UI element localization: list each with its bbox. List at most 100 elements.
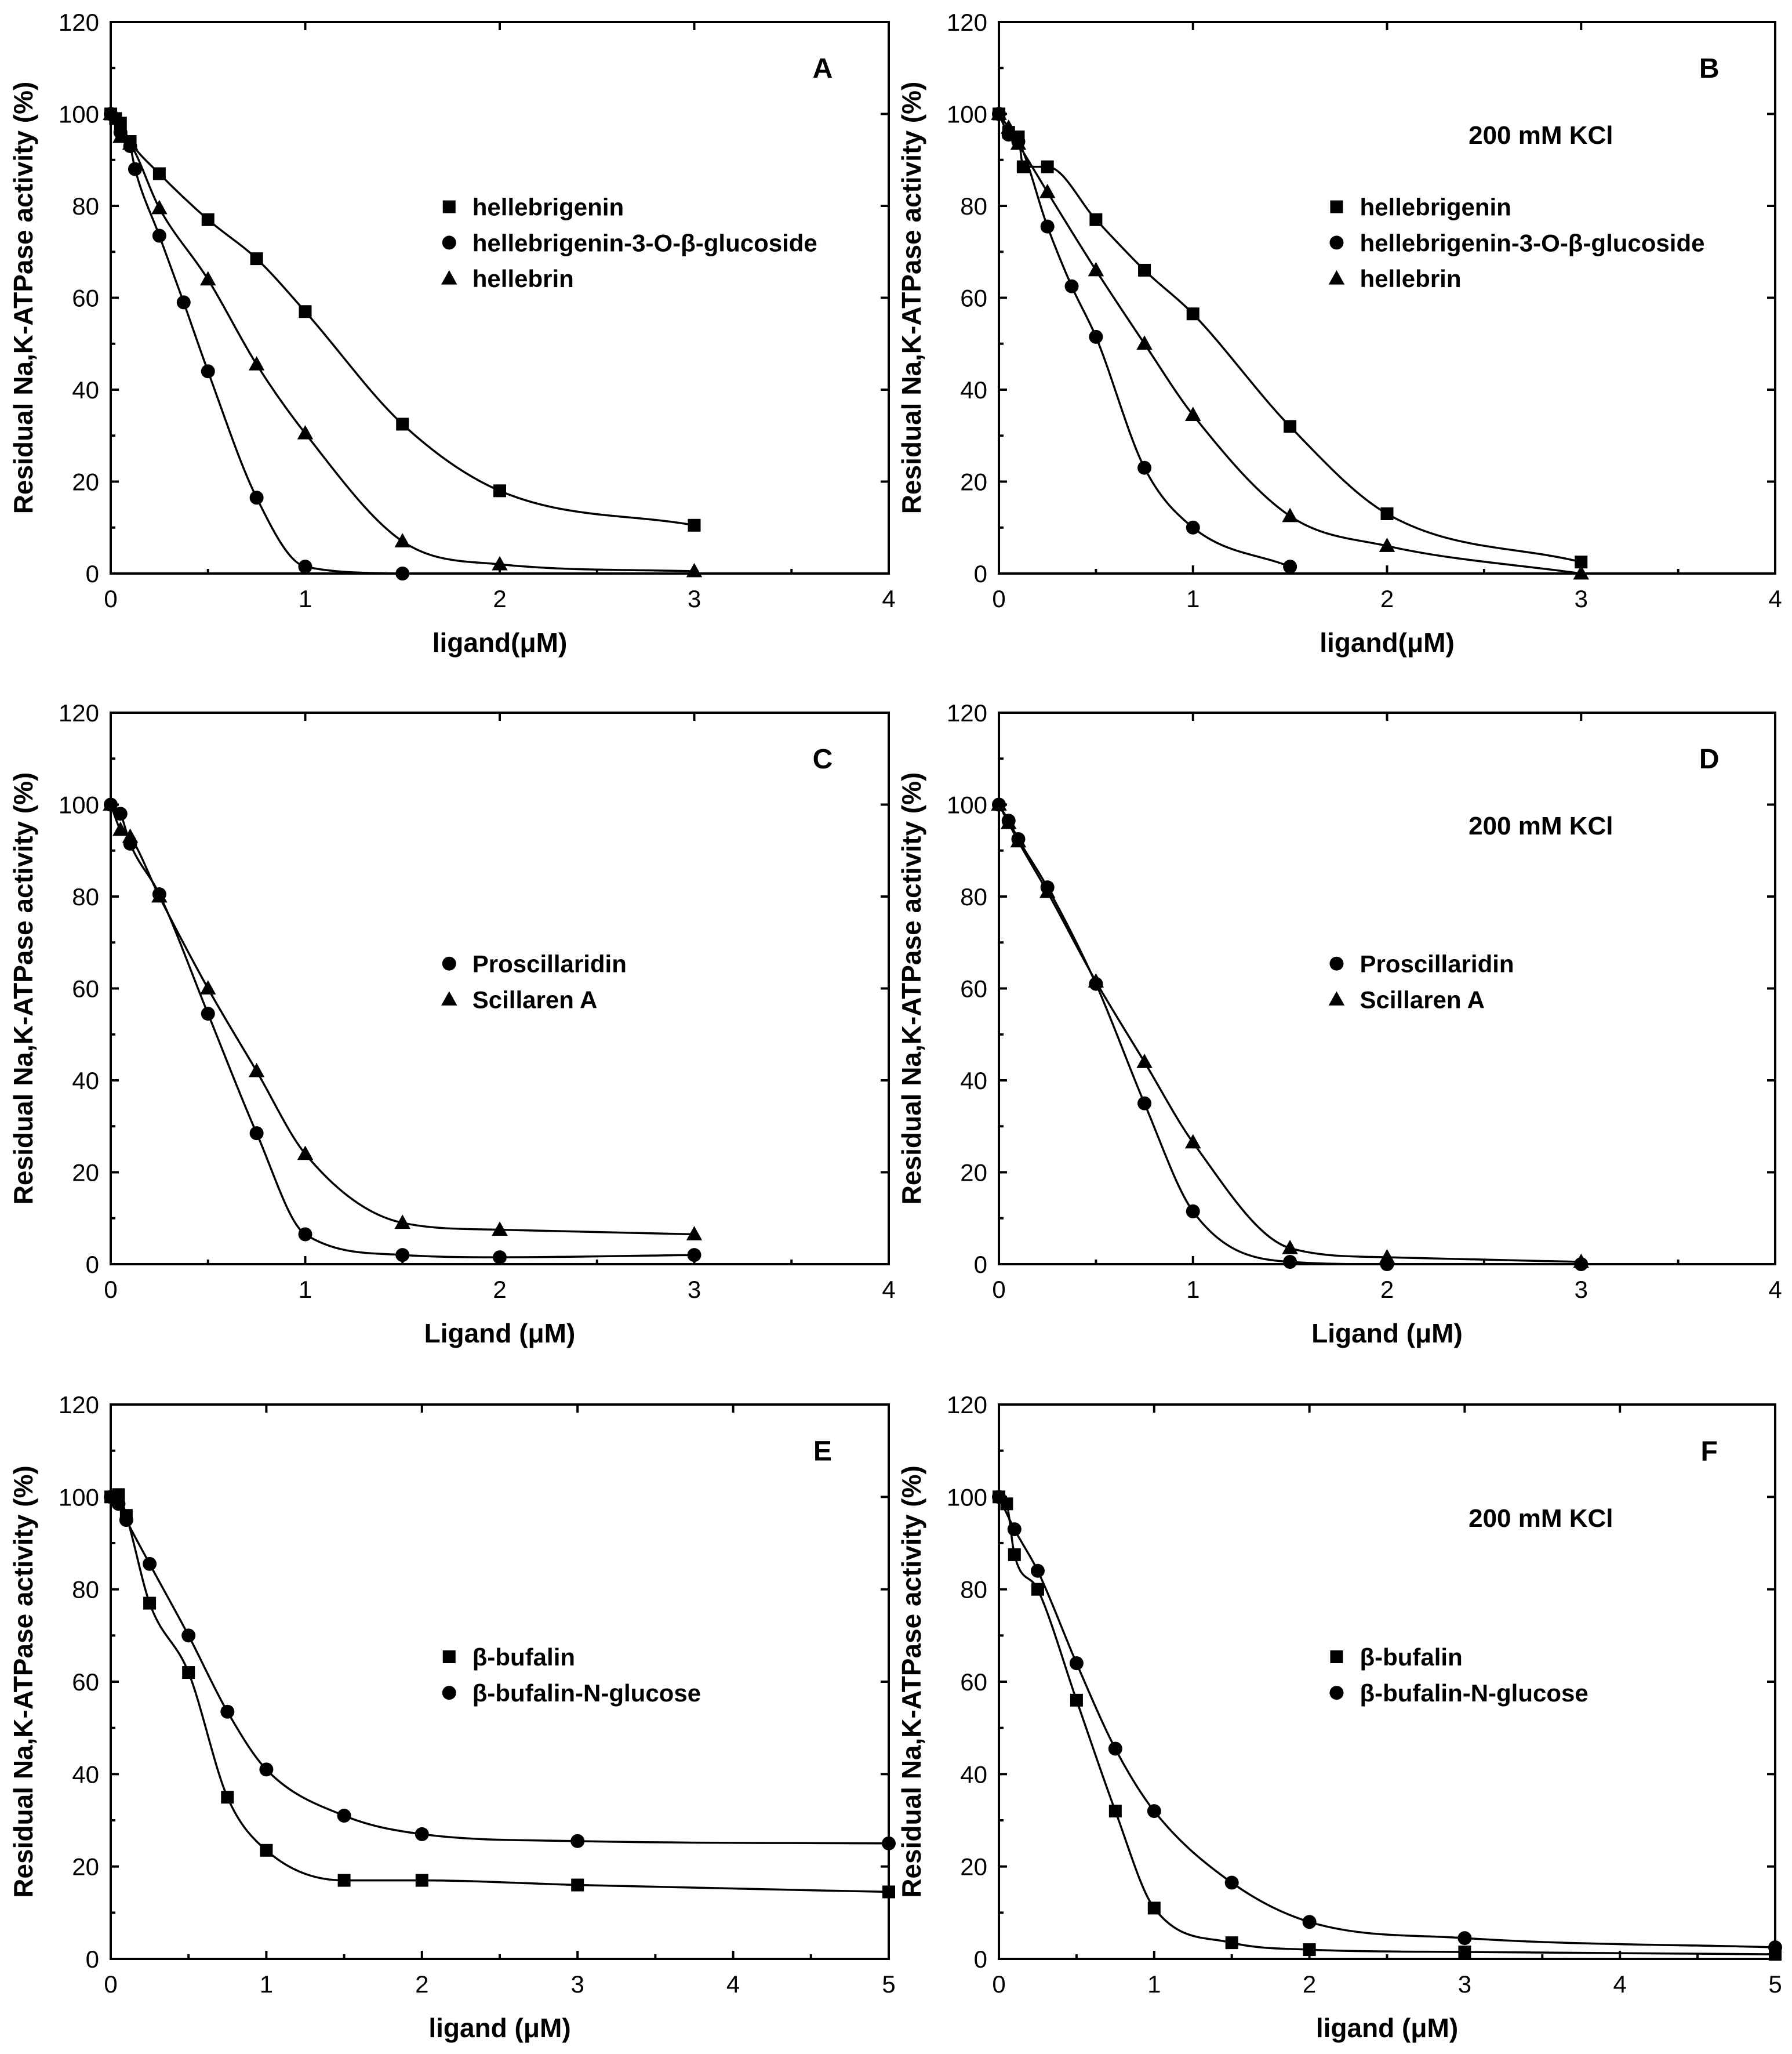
data-point [259, 1762, 274, 1777]
data-point [415, 1874, 428, 1887]
data-point [1008, 1548, 1021, 1561]
y-tick-label: 80 [72, 193, 99, 220]
series-1 [992, 1490, 1782, 1955]
legend: Proscillaridin Scillaren A [441, 950, 627, 1014]
x-tick-label: 3 [688, 585, 701, 612]
x-tick-label: 1 [1186, 1276, 1199, 1303]
x-tick-label: 4 [882, 585, 895, 612]
y-axis-title: Residual Na,K-ATPase activity (%) [8, 82, 38, 514]
y-tick-label: 120 [947, 1391, 987, 1418]
x-tick-label: 4 [1613, 1970, 1627, 1998]
data-point [882, 1885, 895, 1899]
legend-marker [442, 956, 456, 971]
y-tick-label: 60 [960, 285, 987, 312]
panel-b: 0 20 40 60 80 100 120 0 1 2 3 4 ligand(μM) Residual N… [896, 9, 1782, 658]
y-tick-label: 120 [59, 1391, 99, 1418]
data-point [112, 821, 129, 836]
y-tick-label: 40 [72, 1067, 99, 1094]
condition-annotation: 200 mM KCl [1469, 1504, 1613, 1533]
legend-entry: hellebrigenin-3-O-β-glucoside [472, 229, 817, 256]
data-point [1186, 520, 1200, 535]
x-tick-label: 0 [104, 1276, 117, 1303]
data-point [1282, 507, 1298, 522]
data-point [220, 1704, 235, 1719]
legend-marker [1329, 956, 1344, 971]
data-point [1185, 407, 1201, 421]
x-axis-title: ligand(μM) [432, 627, 568, 658]
data-point [394, 1214, 410, 1229]
y-tick-label: 20 [960, 1159, 987, 1186]
fit-curve [998, 113, 1582, 563]
x-tick-label: 1 [299, 1276, 312, 1303]
data-point [152, 167, 166, 180]
y-tick-label: 100 [59, 101, 99, 128]
legend-entry: β-bufalin-N-glucose [472, 1679, 701, 1707]
data-point [1136, 335, 1153, 350]
x-tick-label: 2 [415, 1970, 428, 1998]
legend-marker [442, 1650, 456, 1663]
y-tick-label: 60 [72, 1668, 99, 1696]
data-point [119, 1513, 133, 1527]
data-point [122, 135, 139, 150]
plot-frame [998, 21, 1776, 575]
legend-marker [442, 1686, 456, 1700]
data-point [492, 1221, 508, 1236]
data-point [1457, 1931, 1472, 1946]
data-point [151, 888, 168, 903]
y-tick-label: 20 [72, 1853, 99, 1881]
data-point [1303, 1943, 1316, 1957]
y-tick-label: 40 [72, 376, 99, 404]
y-tick-label: 40 [960, 1761, 987, 1788]
x-tick-label: 3 [1458, 1970, 1471, 1998]
data-point [882, 1836, 896, 1850]
data-point [298, 560, 312, 574]
data-point [200, 271, 216, 286]
y-tick-label: 20 [960, 469, 987, 496]
legend-entry: β-bufalin-N-glucose [1360, 1679, 1588, 1707]
series-0 [992, 797, 1589, 1271]
y-axis-title: Residual Na,K-ATPase activity (%) [896, 82, 926, 514]
fit-curve [998, 1496, 1776, 1948]
data-point [201, 213, 215, 226]
x-tick-label: 0 [992, 585, 1005, 612]
data-point [1137, 1096, 1152, 1111]
panel-label: F [1701, 1436, 1718, 1467]
y-tick-label: 60 [72, 285, 99, 312]
data-point [396, 418, 409, 431]
data-point [299, 305, 312, 318]
panel-f: 0 20 40 60 80 100 120 0 1 2 3 4 5 ligand (μM) Residual… [896, 1391, 1782, 2043]
series-2 [103, 106, 703, 578]
x-tick-label: 4 [1768, 585, 1782, 612]
data-point [688, 518, 701, 532]
x-axis-title: ligand(μM) [1320, 627, 1455, 658]
x-tick-label: 0 [104, 585, 117, 612]
data-point [249, 491, 264, 505]
data-point [1000, 814, 1017, 829]
y-tick-label: 0 [86, 1946, 99, 1973]
data-point [1284, 420, 1297, 433]
y-tick-label: 100 [947, 101, 987, 128]
legend-entry: β-bufalin [1360, 1643, 1462, 1671]
data-point [1283, 1255, 1297, 1269]
data-point [111, 1497, 126, 1511]
data-point [297, 424, 314, 440]
data-point [182, 1666, 195, 1679]
data-point [1040, 219, 1055, 234]
x-tick-label: 4 [726, 1970, 740, 1998]
data-point [143, 1556, 157, 1571]
y-tick-label: 100 [947, 792, 987, 819]
data-point [493, 484, 506, 498]
legend-entry: hellebrin [472, 265, 574, 292]
legend-entry: Scillaren A [472, 986, 598, 1014]
data-point [395, 1248, 410, 1262]
data-point [570, 1834, 585, 1848]
x-tick-label: 1 [260, 1970, 273, 1998]
x-tick-label: 5 [882, 1970, 895, 1998]
y-tick-label: 80 [960, 193, 987, 220]
data-point [201, 364, 215, 379]
legend-entry: hellebrin [1360, 265, 1461, 292]
panel-label: B [1699, 53, 1720, 84]
panel-c: 0 20 40 60 80 100 120 0 1 2 3 4 Ligand (μM) Residual … [8, 699, 896, 1348]
series-1 [991, 796, 1589, 1268]
legend-marker [442, 200, 456, 213]
